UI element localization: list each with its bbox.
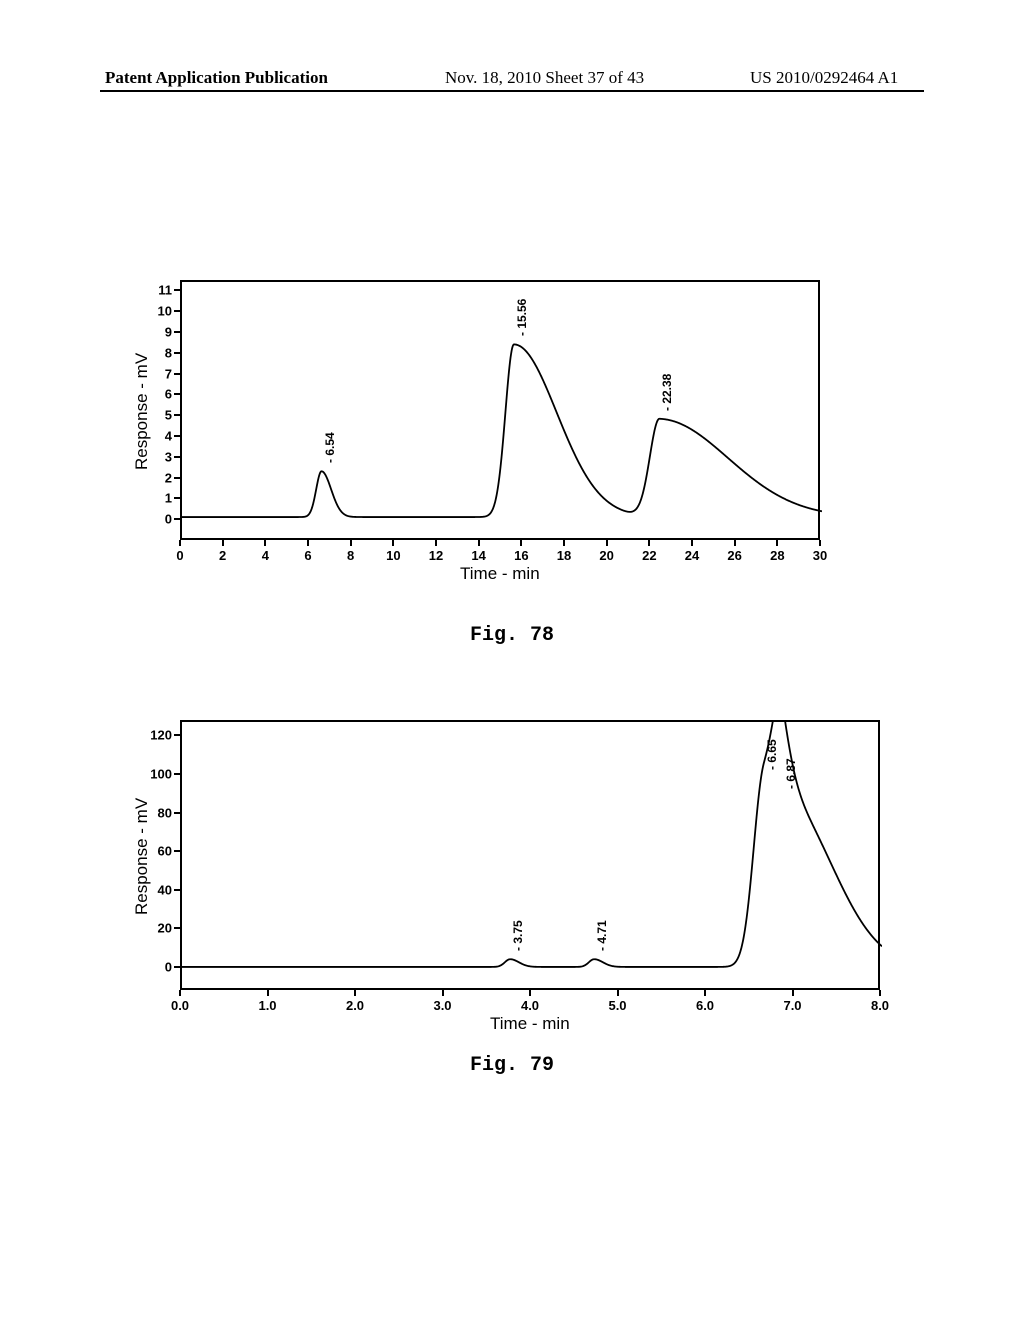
- fig79-ytick-label: 100: [146, 767, 172, 782]
- fig79-ytick: [174, 773, 180, 775]
- fig79-xtick: [529, 990, 531, 996]
- fig78-ytick: [174, 518, 180, 520]
- fig78-peak-label: - 22.38: [660, 374, 674, 411]
- fig79-xtick: [704, 990, 706, 996]
- fig78-xtick: [264, 540, 266, 546]
- header-right: US 2010/0292464 A1: [750, 68, 898, 88]
- fig78-ytick: [174, 393, 180, 395]
- fig78-xtick-label: 20: [599, 548, 613, 563]
- fig78-xtick-label: 22: [642, 548, 656, 563]
- fig78-ytick: [174, 435, 180, 437]
- fig78-xtick: [691, 540, 693, 546]
- fig78-xtick-label: 10: [386, 548, 400, 563]
- fig78-ytick: [174, 331, 180, 333]
- fig78-xtick: [478, 540, 480, 546]
- fig79-ytick: [174, 889, 180, 891]
- fig78-xtick: [563, 540, 565, 546]
- fig79-ylabel: Response - mV: [132, 798, 152, 915]
- fig79-ytick: [174, 927, 180, 929]
- fig79-xtick: [792, 990, 794, 996]
- fig79-xtick: [442, 990, 444, 996]
- fig79-ytick: [174, 966, 180, 968]
- fig79-xtick: [617, 990, 619, 996]
- fig79-xtick-label: 6.0: [696, 998, 714, 1013]
- fig79-xtick-label: 2.0: [346, 998, 364, 1013]
- fig78-ytick: [174, 477, 180, 479]
- fig78-ytick: [174, 456, 180, 458]
- fig78-peak-label: - 6.54: [323, 433, 337, 464]
- fig78-ytick: [174, 414, 180, 416]
- fig78-plot-area: [180, 280, 820, 540]
- fig79-peak-label: - 6.65: [765, 739, 779, 770]
- fig79-ytick: [174, 734, 180, 736]
- fig78-ytick: [174, 373, 180, 375]
- fig78-xtick: [350, 540, 352, 546]
- fig79-xlabel: Time - min: [490, 1014, 570, 1034]
- fig79-xtick-label: 4.0: [521, 998, 539, 1013]
- fig79-peak-label: - 6.87: [784, 759, 798, 790]
- fig78-ytick-label: 11: [146, 283, 172, 298]
- fig78-xtick-label: 28: [770, 548, 784, 563]
- fig79-ytick: [174, 812, 180, 814]
- fig79-ytick-label: 20: [146, 921, 172, 936]
- fig78-xtick-label: 0: [176, 548, 183, 563]
- fig79-ytick-label: 0: [146, 959, 172, 974]
- fig78-ytick-label: 9: [146, 325, 172, 340]
- fig78-ytick: [174, 289, 180, 291]
- fig78-xtick-label: 8: [347, 548, 354, 563]
- fig78-xlabel: Time - min: [460, 564, 540, 584]
- fig78-xtick: [819, 540, 821, 546]
- fig78-ytick-label: 2: [146, 470, 172, 485]
- fig78-xtick-label: 16: [514, 548, 528, 563]
- fig78-ytick-label: 10: [146, 304, 172, 319]
- fig78-xtick-label: 24: [685, 548, 699, 563]
- fig78-xtick: [734, 540, 736, 546]
- fig78-xtick: [435, 540, 437, 546]
- fig78-peak-label: - 15.56: [515, 299, 529, 336]
- fig78-xtick: [179, 540, 181, 546]
- fig79-xtick: [354, 990, 356, 996]
- fig78-xtick-label: 30: [813, 548, 827, 563]
- fig79-peak-label: - 4.71: [595, 921, 609, 952]
- header-left: Patent Application Publication: [105, 68, 328, 88]
- figure-78-caption: Fig. 78: [0, 624, 1024, 647]
- fig78-xtick-label: 18: [557, 548, 571, 563]
- fig78-ytick: [174, 310, 180, 312]
- fig78-xtick-label: 26: [727, 548, 741, 563]
- fig78-xtick: [222, 540, 224, 546]
- fig79-xtick-label: 8.0: [871, 998, 889, 1013]
- fig78-ytick: [174, 352, 180, 354]
- fig78-ytick-label: 1: [146, 491, 172, 506]
- figure-79-caption: Fig. 79: [0, 1054, 1024, 1077]
- fig78-xtick: [392, 540, 394, 546]
- header-rule: [100, 90, 924, 92]
- fig79-peak-label: - 3.75: [511, 921, 525, 952]
- fig78-xtick-label: 6: [304, 548, 311, 563]
- fig78-xtick-label: 2: [219, 548, 226, 563]
- fig78-xtick: [648, 540, 650, 546]
- fig78-xtick: [606, 540, 608, 546]
- fig79-xtick-label: 5.0: [608, 998, 626, 1013]
- fig79-xtick-label: 3.0: [433, 998, 451, 1013]
- fig78-xtick: [520, 540, 522, 546]
- fig78-xtick-label: 14: [471, 548, 485, 563]
- fig79-ytick-label: 120: [146, 728, 172, 743]
- fig79-xtick: [879, 990, 881, 996]
- fig78-ytick: [174, 497, 180, 499]
- fig78-ylabel: Response - mV: [132, 353, 152, 470]
- fig78-ytick-label: 0: [146, 512, 172, 527]
- fig79-xtick-label: 1.0: [258, 998, 276, 1013]
- fig78-xtick-label: 12: [429, 548, 443, 563]
- fig78-trace: [182, 282, 822, 542]
- fig79-xtick-label: 7.0: [783, 998, 801, 1013]
- header-center: Nov. 18, 2010 Sheet 37 of 43: [445, 68, 644, 88]
- fig79-ytick: [174, 850, 180, 852]
- fig79-xtick: [179, 990, 181, 996]
- fig78-xtick-label: 4: [262, 548, 269, 563]
- fig79-xtick: [267, 990, 269, 996]
- fig79-xtick-label: 0.0: [171, 998, 189, 1013]
- fig78-xtick: [776, 540, 778, 546]
- fig78-xtick: [307, 540, 309, 546]
